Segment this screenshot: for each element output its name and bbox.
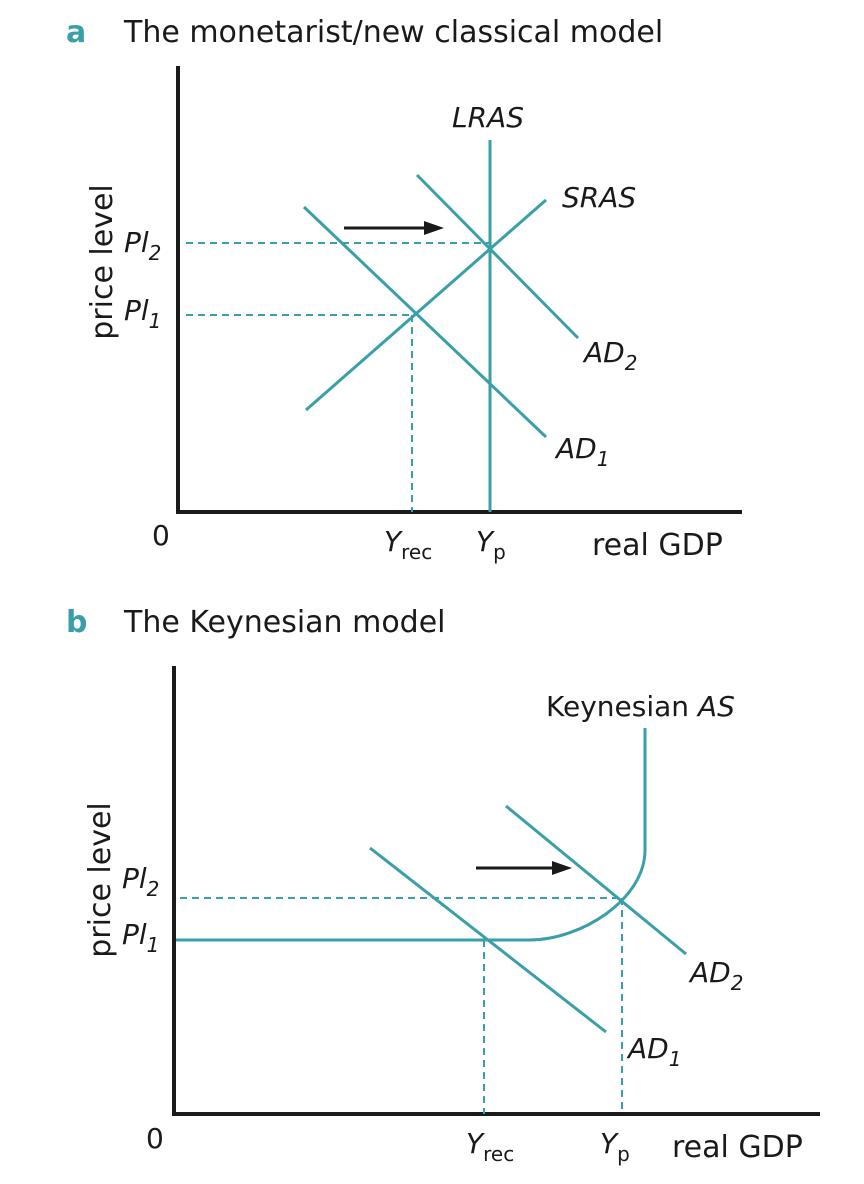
panel-b-y-axis-label: price level — [83, 802, 118, 958]
panel-a-ad1-label: AD1 — [554, 432, 609, 471]
panel-b-pl2-label: Pl2 — [122, 862, 159, 901]
panel-b-x-axis-label: real GDP — [672, 1130, 803, 1165]
panel-a-letter: a — [66, 15, 86, 50]
panel-a-origin: 0 — [152, 519, 170, 552]
panel-a-shift-arrow — [344, 221, 444, 235]
panel-a-ad1-curve — [302, 205, 548, 439]
panel-b-keynesian-as-curve — [176, 728, 647, 942]
panel-b-ad1-label: AD1 — [626, 1032, 681, 1071]
panel-a-sras-label: SRAS — [562, 181, 636, 214]
panel-b-pl1-label: Pl1 — [122, 918, 159, 957]
panel-b-axes — [172, 666, 820, 1116]
panel-b-shift-arrow — [476, 861, 572, 875]
panel-a-ad2-label: AD2 — [582, 336, 637, 375]
panel-a-axes — [176, 66, 742, 514]
panel-a: a The monetarist/new classical model pri… — [66, 15, 742, 564]
panel-b-ad2-label: AD2 — [688, 956, 743, 995]
panel-b-origin: 0 — [146, 1122, 164, 1155]
panel-b-letter: b — [66, 605, 87, 640]
panel-a-y-axis-label: price level — [85, 184, 120, 340]
panel-b: b The Keynesian model price level 0 Keyn… — [66, 605, 820, 1166]
panel-b-keynesian-as-label: Keynesian AS — [546, 690, 735, 723]
panel-a-sras-curve — [305, 198, 547, 412]
panel-a-pl1-label: Pl1 — [124, 294, 161, 333]
panel-a-pl2-label: Pl2 — [124, 226, 161, 265]
panel-b-title: The Keynesian model — [123, 605, 446, 640]
panel-b-yp-label: Yp — [600, 1127, 630, 1166]
panel-b-yrec-label: Yrec — [466, 1127, 514, 1166]
panel-b-ad2-curve — [505, 804, 687, 956]
panel-a-title: The monetarist/new classical model — [123, 15, 663, 50]
panel-a-ad2-curve — [415, 173, 580, 340]
panel-a-x-axis-label: real GDP — [592, 528, 723, 563]
panel-a-yp-label: Yp — [476, 525, 506, 564]
panel-a-yrec-label: Yrec — [384, 525, 432, 564]
panel-a-lras-label: LRAS — [452, 101, 524, 134]
panel-b-ad1-curve — [369, 846, 607, 1034]
